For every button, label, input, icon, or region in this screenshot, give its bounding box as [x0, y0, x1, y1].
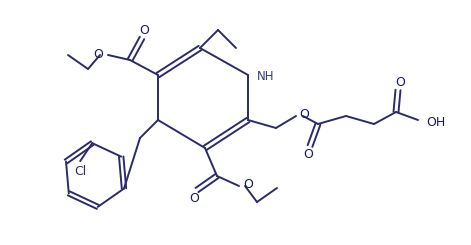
Text: NH: NH: [257, 71, 275, 84]
Text: O: O: [93, 48, 103, 61]
Text: O: O: [303, 148, 313, 161]
Text: O: O: [189, 192, 199, 205]
Text: O: O: [243, 177, 253, 191]
Text: O: O: [299, 108, 309, 121]
Text: O: O: [139, 24, 149, 37]
Text: O: O: [395, 75, 405, 88]
Text: OH: OH: [426, 115, 445, 128]
Text: Cl: Cl: [74, 165, 86, 178]
